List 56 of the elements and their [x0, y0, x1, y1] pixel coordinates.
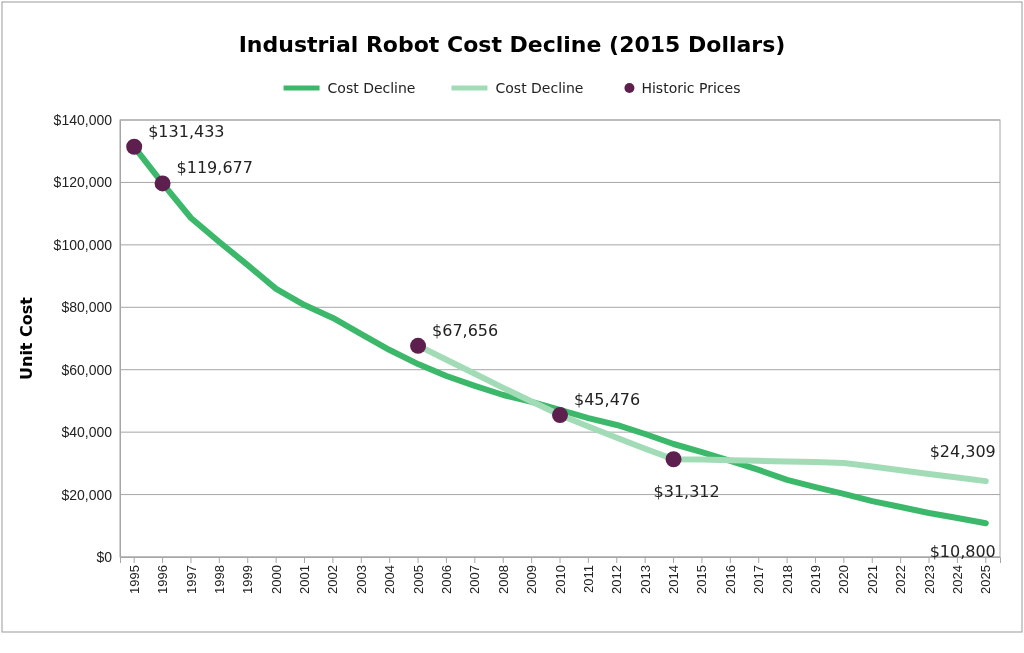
point — [126, 138, 143, 155]
x-tick-label: 2001 — [297, 565, 313, 594]
x-tick-label: 2002 — [325, 565, 341, 594]
x-tick-label: 2017 — [751, 565, 767, 594]
x-tick-label: 2019 — [808, 565, 824, 594]
x-tick-label: 2003 — [353, 565, 369, 594]
x-tick-label: 2022 — [893, 565, 909, 594]
point — [410, 337, 427, 354]
point — [552, 407, 568, 424]
chart-title: Industrial Robot Cost Decline (2015 Dollars) — [238, 32, 786, 57]
x-tick-label: 2013 — [637, 565, 653, 594]
y-tick-label: $140,000 — [53, 111, 113, 128]
x-tick-label: 2025 — [978, 565, 994, 594]
x-tick-label: 2000 — [268, 565, 284, 594]
legend-label: Historic Prices — [641, 80, 741, 96]
legend-label: Cost Decline — [495, 80, 584, 96]
point — [154, 175, 171, 192]
y-tick-label: $20,000 — [61, 486, 113, 503]
data-label: $67,656 — [432, 320, 499, 340]
x-tick-label: 2012 — [609, 565, 625, 594]
x-tick-label: 1995 — [126, 565, 142, 594]
x-tick-label: 2018 — [779, 565, 795, 594]
y-tick-label: $80,000 — [61, 299, 113, 316]
x-tick-label: 2015 — [694, 565, 710, 594]
x-tick-label: 2024 — [949, 565, 965, 594]
data-label: $119,677 — [176, 158, 253, 178]
y-tick-label: $40,000 — [61, 424, 113, 441]
x-tick-label: 2007 — [467, 565, 483, 594]
y-tick-label: $100,000 — [53, 236, 113, 253]
x-tick-label: 2004 — [382, 565, 398, 594]
x-tick-label: 2014 — [666, 565, 682, 594]
data-label: $45,476 — [574, 390, 641, 410]
x-tick-label: 2010 — [552, 565, 568, 594]
x-tick-label: 2020 — [836, 565, 852, 594]
x-tick-label: 1999 — [240, 565, 256, 594]
x-tick-label: 1996 — [155, 565, 171, 594]
y-tick-label: $120,000 — [53, 174, 113, 191]
x-tick-label: 2008 — [495, 565, 511, 594]
x-tick-label: 2006 — [439, 565, 454, 594]
data-label: $31,312 — [653, 482, 720, 502]
y-tick-label: $0 — [96, 548, 113, 565]
x-tick-label: 2005 — [410, 565, 426, 594]
point — [665, 451, 682, 468]
x-tick-label: 1998 — [211, 565, 227, 594]
x-tick-label: 2011 — [580, 565, 596, 593]
x-tick-label: 1997 — [183, 565, 199, 594]
x-tick-label: 2009 — [524, 565, 540, 594]
legend-label: Cost Decline — [327, 80, 416, 96]
y-tick-label: $60,000 — [61, 361, 113, 378]
x-tick-label: 2023 — [921, 565, 937, 594]
data-label: $24,309 — [929, 442, 996, 462]
data-label: $10,800 — [929, 542, 996, 562]
x-tick-label: 2021 — [864, 565, 880, 594]
data-label: $131,433 — [148, 121, 225, 141]
y-axis-title: Unit Cost — [17, 296, 36, 380]
x-tick-label: 2016 — [722, 565, 738, 594]
